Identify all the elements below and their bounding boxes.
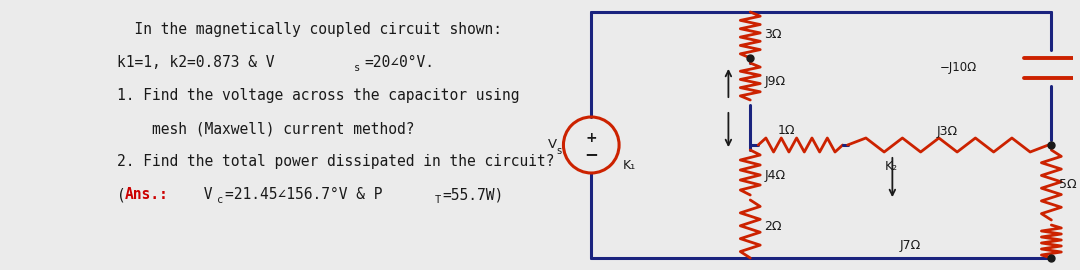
Text: K₂: K₂: [885, 160, 897, 173]
Text: 1. Find the voltage across the capacitor using: 1. Find the voltage across the capacitor…: [118, 88, 519, 103]
Text: mesh (Maxwell) current method?: mesh (Maxwell) current method?: [118, 121, 415, 136]
Text: −: −: [584, 145, 598, 163]
Text: +: +: [585, 131, 597, 145]
Text: (: (: [118, 187, 126, 202]
Text: V: V: [549, 139, 557, 151]
Text: =20∠0°V.: =20∠0°V.: [365, 55, 434, 70]
Text: Ans.:: Ans.:: [125, 187, 168, 202]
Text: J4Ω: J4Ω: [765, 168, 785, 181]
Text: =55.7W): =55.7W): [442, 187, 503, 202]
Text: 1Ω: 1Ω: [778, 124, 795, 137]
Text: s: s: [556, 146, 562, 156]
Text: =21.45∠156.7°V & P: =21.45∠156.7°V & P: [225, 187, 382, 202]
Text: V: V: [194, 187, 213, 202]
Text: 5Ω: 5Ω: [1059, 178, 1077, 191]
Text: 3Ω: 3Ω: [765, 29, 782, 42]
Text: J9Ω: J9Ω: [765, 75, 785, 87]
Text: 2. Find the total power dissipated in the circuit?: 2. Find the total power dissipated in th…: [118, 154, 555, 169]
Text: In the magnetically coupled circuit shown:: In the magnetically coupled circuit show…: [118, 22, 502, 37]
Text: J3Ω: J3Ω: [936, 124, 958, 137]
Text: T: T: [434, 195, 441, 205]
Text: J7Ω: J7Ω: [900, 239, 921, 252]
Text: k1=1, k2=0.873 & V: k1=1, k2=0.873 & V: [118, 55, 274, 70]
Text: c: c: [217, 195, 222, 205]
Text: 2Ω: 2Ω: [765, 220, 782, 232]
Text: K₁: K₁: [623, 159, 636, 172]
Text: −J10Ω: −J10Ω: [940, 62, 976, 75]
Text: s: s: [354, 63, 360, 73]
